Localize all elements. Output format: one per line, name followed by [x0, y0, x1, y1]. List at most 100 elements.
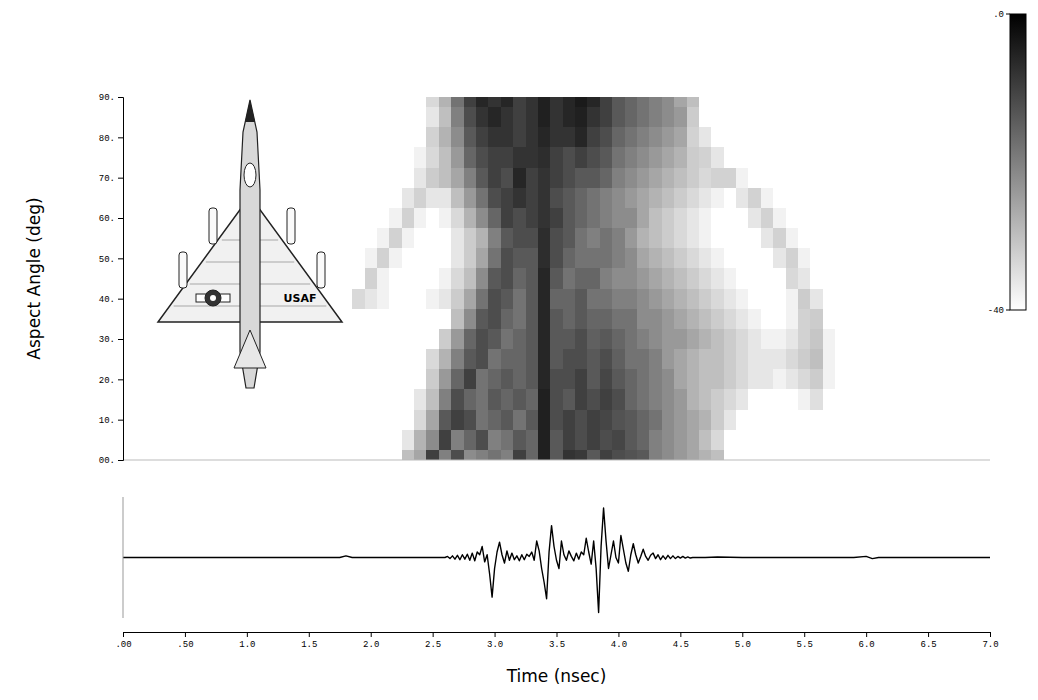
heatmap-cell — [402, 248, 414, 268]
heatmap-cell — [848, 389, 860, 409]
heatmap-cell — [736, 410, 748, 430]
heatmap-cell — [439, 188, 451, 208]
heatmap-cell — [352, 168, 364, 188]
heatmap-cell — [587, 309, 599, 329]
heatmap-cell — [526, 289, 538, 309]
heatmap-cell — [526, 410, 538, 430]
heatmap-cell — [798, 107, 810, 127]
heatmap-cell — [810, 450, 822, 460]
heatmap-cell — [625, 248, 637, 268]
heatmap-cell — [352, 329, 364, 349]
heatmap-cell — [637, 410, 649, 430]
aircraft-pod — [287, 208, 295, 244]
heatmap-cell — [476, 248, 488, 268]
heatmap-cell — [488, 168, 500, 188]
heatmap-cell — [538, 430, 550, 450]
heatmap-cell — [365, 147, 377, 167]
heatmap-cell — [748, 430, 760, 450]
heatmap-cell — [600, 389, 612, 409]
heatmap-cell — [538, 369, 550, 389]
heatmap-cell — [724, 430, 736, 450]
heatmap-cell — [352, 410, 364, 430]
heatmap-cell — [476, 410, 488, 430]
heatmap-cell — [501, 147, 513, 167]
heatmap-cell — [365, 248, 377, 268]
heatmap-cell — [587, 289, 599, 309]
heatmap-cell — [501, 369, 513, 389]
heatmap-cell — [352, 188, 364, 208]
heatmap-cell — [748, 127, 760, 147]
heatmap-cell — [575, 228, 587, 248]
heatmap-cell — [637, 389, 649, 409]
tick-mark — [118, 97, 123, 98]
heatmap-cell — [761, 410, 773, 430]
heatmap-cell — [464, 107, 476, 127]
heatmap-cell — [501, 450, 513, 460]
heatmap-cell — [550, 147, 562, 167]
tick-label: 70. — [99, 174, 115, 184]
heatmap-cell — [748, 228, 760, 248]
heatmap-cell — [526, 107, 538, 127]
heatmap-cell — [575, 329, 587, 349]
heatmap-cell — [662, 410, 674, 430]
heatmap-cell — [488, 410, 500, 430]
heatmap-cell — [662, 450, 674, 460]
heatmap-cell — [711, 97, 723, 107]
heatmap-cell — [848, 127, 860, 147]
heatmap-cell — [600, 450, 612, 460]
heatmap-cell — [625, 369, 637, 389]
tick: 40. — [99, 295, 123, 305]
heatmap-cell — [414, 389, 426, 409]
heatmap-cell — [748, 248, 760, 268]
heatmap-cell — [773, 107, 785, 127]
heatmap-cell — [773, 450, 785, 460]
tick: 5.5 — [797, 632, 813, 650]
heatmap-cell — [377, 107, 389, 127]
heatmap-cell — [550, 349, 562, 369]
heatmap-cell — [600, 147, 612, 167]
heatmap-cell — [649, 268, 661, 288]
heatmap-cell — [402, 268, 414, 288]
heatmap-cell — [810, 289, 822, 309]
tick-mark — [118, 178, 123, 179]
heatmap-cell — [612, 248, 624, 268]
heatmap-cell — [377, 147, 389, 167]
heatmap-cell — [761, 168, 773, 188]
heatmap-cell — [736, 127, 748, 147]
heatmap-cell — [563, 389, 575, 409]
heatmap-cell — [575, 450, 587, 460]
aircraft-nose — [245, 100, 255, 122]
heatmap-cell — [426, 369, 438, 389]
heatmap-cell — [587, 349, 599, 369]
heatmap-cell — [748, 410, 760, 430]
color-bar — [1010, 14, 1026, 310]
heatmap-cell — [513, 329, 525, 349]
tick-mark — [990, 632, 991, 637]
heatmap-cell — [612, 208, 624, 228]
heatmap-cell — [476, 349, 488, 369]
heatmap-cell — [426, 410, 438, 430]
heatmap-cell — [773, 147, 785, 167]
heatmap-cell — [451, 168, 463, 188]
heatmap-cell — [526, 389, 538, 409]
heatmap-cell — [810, 208, 822, 228]
heatmap-cell — [451, 349, 463, 369]
heatmap-cell — [748, 289, 760, 309]
heatmap-cell — [798, 410, 810, 430]
heatmap-cell — [773, 410, 785, 430]
heatmap-cell — [464, 349, 476, 369]
heatmap-cell — [662, 369, 674, 389]
heatmap-cell — [538, 208, 550, 228]
heatmap-cell — [786, 188, 798, 208]
heatmap-cell — [687, 389, 699, 409]
heatmap-cell — [563, 410, 575, 430]
heatmap-cell — [662, 430, 674, 450]
heatmap-cell — [687, 289, 699, 309]
heatmap-cell — [513, 127, 525, 147]
heatmap-cell — [402, 188, 414, 208]
heatmap-cell — [848, 309, 860, 329]
aircraft-roundel-star — [210, 295, 216, 301]
heatmap-cell — [848, 289, 860, 309]
heatmap-cell — [451, 389, 463, 409]
heatmap-cell — [439, 349, 451, 369]
